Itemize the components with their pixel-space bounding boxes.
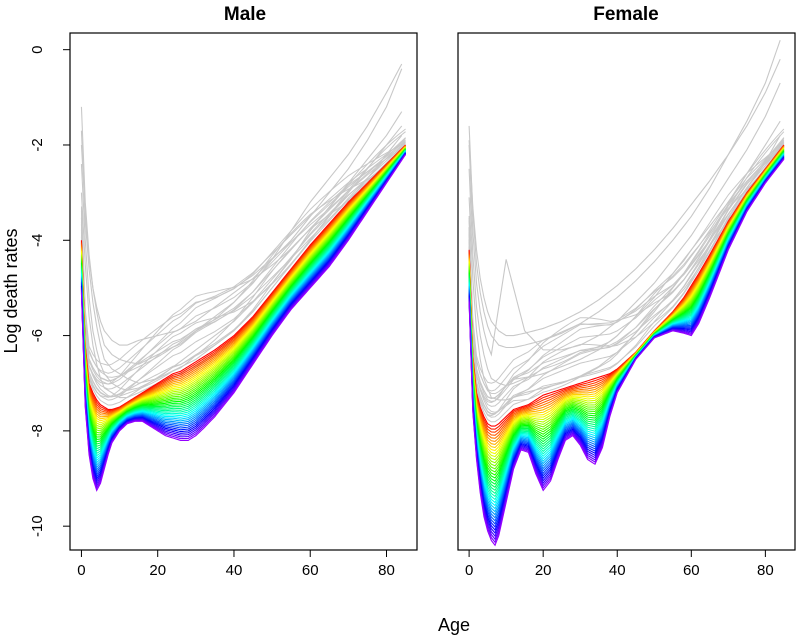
male-year-curve-7 [80, 146, 406, 418]
male-panel-title: Male [224, 4, 266, 25]
male-year-curve-22 [80, 149, 406, 450]
male-x-axis: 0 20 40 60 80 [77, 550, 395, 579]
female-grey-band [468, 128, 785, 423]
female-year-curve-40 [468, 158, 785, 547]
male-year-curve-10 [80, 146, 406, 424]
x-axis-label: Age [438, 615, 470, 635]
male-year-curve-9 [80, 146, 406, 422]
female-panel-title: Female [593, 4, 658, 25]
male-x-tick-label: 60 [302, 562, 319, 579]
male-year-curve-12 [80, 147, 406, 428]
male-year-curve-25 [80, 150, 406, 457]
male-y-tick-label: -10 [29, 515, 46, 537]
male-year-curve-28 [80, 151, 407, 464]
male-year-curve-8 [80, 146, 406, 420]
female-outlier-curve-4 [468, 135, 781, 401]
male-year-curve-16 [80, 148, 406, 436]
male-year-curve-29 [80, 151, 407, 466]
male-x-tick-label: 80 [378, 562, 395, 579]
female-rainbow-curves [468, 144, 785, 547]
male-grey-curve-12 [80, 128, 406, 385]
male-panel: 0 20 40 60 80 0 -2 -4 -6 -8 -10 [29, 32, 418, 579]
male-grey-curve-14 [80, 141, 406, 366]
male-x-tick-label: 40 [226, 562, 243, 579]
female-panel: 0 20 40 60 80 [457, 32, 796, 579]
male-grey-curve-5 [80, 138, 406, 401]
male-plot-frame [69, 32, 418, 551]
female-curves [468, 39, 785, 547]
female-grey-curve-5 [468, 138, 785, 418]
male-outlier-curve-3 [80, 125, 403, 391]
female-outlier-curve-2 [468, 82, 781, 357]
male-year-curve-26 [80, 150, 406, 459]
male-y-tick-label: -2 [29, 138, 46, 151]
female-grey-curve-10 [468, 140, 785, 400]
y-axis-label: Log death rates [1, 228, 21, 353]
female-x-tick-label: 80 [757, 562, 774, 579]
female-plot-frame [457, 32, 796, 551]
female-grey-curve-13 [468, 139, 785, 392]
male-year-curve-40 [80, 154, 407, 492]
female-x-tick-label: 0 [465, 562, 473, 579]
male-grey-band [80, 128, 406, 406]
male-y-axis: 0 -2 -4 -6 -8 -10 [29, 46, 70, 537]
male-year-curve-17 [80, 148, 406, 438]
male-y-tick-label: -8 [29, 424, 46, 437]
male-x-tick-label: 20 [149, 562, 166, 579]
male-year-curve-18 [80, 148, 406, 440]
female-grey-curve-12 [468, 128, 785, 403]
female-x-axis: 0 20 40 60 80 [465, 550, 774, 579]
male-curves [80, 63, 407, 492]
female-x-tick-label: 40 [609, 562, 626, 579]
female-grey-curve-1 [468, 144, 785, 423]
male-x-tick-label: 0 [77, 562, 85, 579]
male-grey-curve-10 [80, 140, 406, 382]
male-year-curve-14 [80, 147, 406, 432]
male-year-curve-11 [80, 147, 406, 426]
male-grey-curve-7 [80, 141, 406, 390]
female-x-tick-label: 20 [535, 562, 552, 579]
male-grey-curve-13 [80, 139, 406, 374]
female-grey-curve-14 [468, 141, 785, 384]
male-outlier-curve-5 [80, 68, 403, 346]
female-x-tick-label: 60 [683, 562, 700, 579]
male-year-curve-27 [80, 150, 406, 462]
male-year-curve-5 [80, 145, 406, 415]
male-y-tick-label: -4 [29, 234, 46, 247]
male-y-tick-label: 0 [29, 46, 46, 54]
male-year-curve-23 [80, 150, 406, 452]
male-year-curve-13 [80, 147, 406, 430]
male-year-curve-24 [80, 150, 406, 455]
male-year-curve-20 [80, 149, 406, 445]
female-year-curve-1 [468, 144, 785, 427]
male-year-curve-21 [80, 149, 406, 448]
male-y-tick-label: -6 [29, 329, 46, 342]
female-outlier-curve-5 [468, 58, 781, 337]
male-year-curve-19 [80, 149, 406, 443]
male-year-curve-15 [80, 148, 406, 434]
male-rainbow-curves [80, 144, 407, 492]
